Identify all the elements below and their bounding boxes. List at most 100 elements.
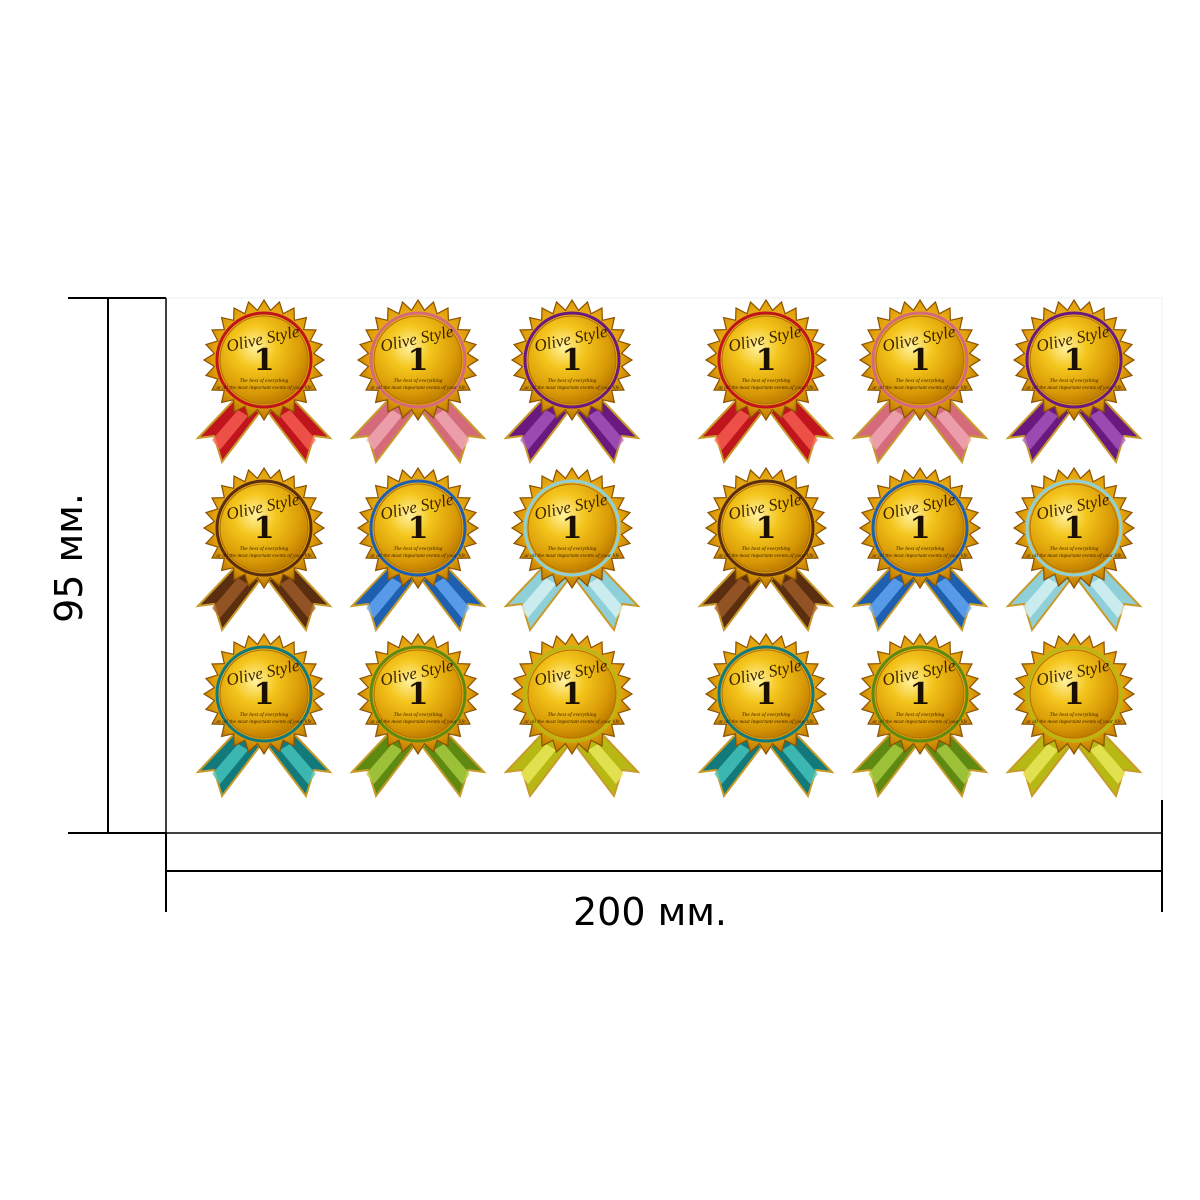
badge-caption-line1: The best of everything xyxy=(548,377,597,384)
ribbon xyxy=(851,398,989,465)
width-dimension: 200 мм. xyxy=(165,800,1163,934)
badge-caption-line1: The best of everything xyxy=(896,377,945,384)
badge-ring xyxy=(717,645,815,743)
badge-disc xyxy=(373,483,463,573)
ribbon xyxy=(349,398,487,465)
badge-caption-line1: The best of everything xyxy=(742,545,791,552)
badge-disc xyxy=(875,649,965,739)
badge-disc xyxy=(721,649,811,739)
badge-number: 1 xyxy=(756,343,777,378)
badge-caption-line1: The best of everything xyxy=(896,545,945,552)
badge-disc xyxy=(219,483,309,573)
badge-number: 1 xyxy=(254,343,275,378)
badge-caption-line2: at all the most important events of your… xyxy=(1026,718,1122,725)
badge-disc xyxy=(219,315,309,405)
badge-disc xyxy=(527,649,617,739)
badge-caption-line1: The best of everything xyxy=(742,377,791,384)
badge-ring xyxy=(369,645,467,743)
badge-caption-line1: The best of everything xyxy=(240,545,289,552)
badge-ring xyxy=(523,645,621,743)
sheet-outline xyxy=(165,297,1163,834)
badge-ring xyxy=(215,479,313,577)
badge-number: 1 xyxy=(910,343,931,378)
ribbon xyxy=(349,732,487,799)
badge-ring xyxy=(1025,311,1123,409)
ribbon xyxy=(195,732,333,799)
ribbon xyxy=(1005,566,1143,633)
badge-caption-line1: The best of everything xyxy=(548,545,597,552)
badge-disc xyxy=(527,483,617,573)
badge-caption-line2: at all the most important events of your… xyxy=(1026,552,1122,559)
badge-caption-line2: at all the most important events of your… xyxy=(718,552,814,559)
badge-caption-line1: The best of everything xyxy=(896,711,945,718)
badge-caption-line1: The best of everything xyxy=(394,711,443,718)
badge-number: 1 xyxy=(1064,677,1085,712)
badge-caption-line1: The best of everything xyxy=(742,711,791,718)
ribbon xyxy=(851,566,989,633)
badge-ring xyxy=(717,311,815,409)
badge-disc xyxy=(1029,315,1119,405)
badge-ring xyxy=(1025,479,1123,577)
height-label: 95 мм. xyxy=(47,493,91,623)
badge-ring xyxy=(369,479,467,577)
badge-number: 1 xyxy=(910,677,931,712)
badge-disc xyxy=(373,315,463,405)
badge-caption-line1: The best of everything xyxy=(240,377,289,384)
badge-caption-line2: at all the most important events of your… xyxy=(216,718,312,725)
badge-ring xyxy=(215,645,313,743)
ribbon xyxy=(851,732,989,799)
badge-disc xyxy=(219,649,309,739)
badge-caption-line2: at all the most important events of your… xyxy=(370,552,466,559)
badge-ring xyxy=(215,311,313,409)
badge-caption-line1: The best of everything xyxy=(394,377,443,384)
badge-ring xyxy=(871,479,969,577)
badge-number: 1 xyxy=(756,677,777,712)
badge-ring xyxy=(523,479,621,577)
badge-ring xyxy=(1025,645,1123,743)
badge-caption-line2: at all the most important events of your… xyxy=(370,718,466,725)
badge-number: 1 xyxy=(408,343,429,378)
badge-caption-line1: The best of everything xyxy=(394,545,443,552)
ribbon xyxy=(195,398,333,465)
badge-number: 1 xyxy=(910,511,931,546)
badge-disc xyxy=(373,649,463,739)
badge-number: 1 xyxy=(1064,343,1085,378)
badge-number: 1 xyxy=(254,511,275,546)
badge-number: 1 xyxy=(254,677,275,712)
badge-disc xyxy=(1029,483,1119,573)
badge-caption-line2: at all the most important events of your… xyxy=(524,384,620,391)
badge-number: 1 xyxy=(756,511,777,546)
badge-number: 1 xyxy=(562,511,583,546)
badge-number: 1 xyxy=(408,511,429,546)
badge-disc xyxy=(1029,649,1119,739)
badge-disc xyxy=(875,315,965,405)
badge-caption-line2: at all the most important events of your… xyxy=(718,384,814,391)
height-dimension: 95 мм. xyxy=(47,297,167,834)
badge-caption-line2: at all the most important events of your… xyxy=(216,384,312,391)
badge-number: 1 xyxy=(562,677,583,712)
badge-caption-line1: The best of everything xyxy=(1050,711,1099,718)
badge-ring xyxy=(369,311,467,409)
ribbon xyxy=(503,566,641,633)
badge-ring xyxy=(871,645,969,743)
ribbon xyxy=(503,732,641,799)
badge-caption-line1: The best of everything xyxy=(548,711,597,718)
ribbon xyxy=(697,398,835,465)
